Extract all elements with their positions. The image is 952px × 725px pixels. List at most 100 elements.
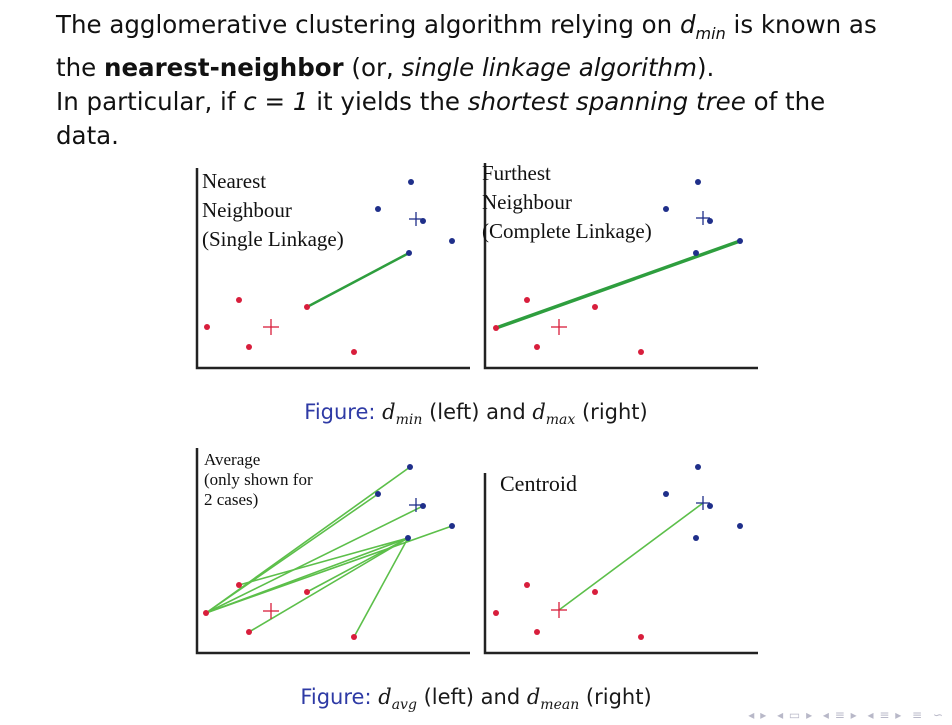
link-line (306, 537, 409, 593)
caption-math-var: d (378, 685, 392, 709)
nav-first-icon[interactable]: ◂ (748, 708, 756, 722)
red-point (203, 610, 209, 616)
panel-label-line: Neighbour (482, 190, 572, 214)
panel-axes (483, 163, 758, 370)
red-point (236, 582, 242, 588)
intro-text-run: is known as (725, 10, 877, 39)
red-point (524, 297, 530, 303)
link-line (248, 537, 409, 633)
blue-centroid-marker (696, 496, 710, 510)
link-line (353, 537, 409, 638)
red-point (638, 634, 644, 640)
caption-math-sub: avg (391, 697, 417, 714)
intro-text-run: ). (696, 52, 715, 82)
nav-prev-icon[interactable]: ▸ (760, 708, 768, 722)
caption-text: (right) (579, 685, 652, 709)
blue-point (406, 250, 412, 256)
red-point (592, 304, 598, 310)
intro-italic-term: single linkage algorithm (401, 52, 697, 82)
link-line (306, 251, 410, 309)
panel-average: Average (only shown for 2 cases) (190, 443, 475, 658)
nav-frame-icon[interactable]: ◂ ▭ ▸ (777, 708, 814, 722)
red-point (304, 304, 310, 310)
red-cluster (493, 297, 644, 355)
blue-point (375, 491, 381, 497)
panel-nearest-svg: Nearest Neighbour (Single Linkage) (195, 168, 470, 370)
caption-text: (left) and (416, 685, 527, 709)
caption-math-sub: min (395, 412, 423, 429)
panel-centroid-svg: Centroid (483, 464, 758, 655)
caption-math-var: d (526, 685, 541, 709)
red-point (534, 629, 540, 635)
red-point (534, 344, 540, 350)
red-point (493, 325, 499, 331)
nav-subsection-icon[interactable]: ◂ ≡ ▸ (867, 708, 903, 722)
red-point (246, 344, 252, 350)
panel-axes (195, 168, 470, 370)
blue-centroid-marker (409, 498, 423, 512)
panel-label-line: (only shown for (204, 470, 313, 489)
red-centroid-marker (551, 602, 567, 618)
blue-point (375, 206, 381, 212)
intro-italic-term: shortest spanning tree (467, 86, 746, 116)
red-centroid-marker (263, 603, 279, 619)
red-cluster (493, 582, 644, 640)
blue-cluster (375, 464, 455, 541)
blue-point (695, 464, 701, 470)
red-point (351, 349, 357, 355)
link-line (238, 537, 409, 586)
panel-label-line: Nearest (202, 169, 266, 193)
intro-line-3: In particular, if c = 1 it yields the sh… (56, 85, 936, 119)
blue-point (693, 250, 699, 256)
blue-point (405, 535, 411, 541)
intro-text-run: it yields the (308, 86, 468, 116)
panel-furthest-svg: Furthest Neighbour (Complete Linkage) (482, 161, 758, 370)
intro-line-4: data. (56, 119, 936, 153)
red-point (524, 582, 530, 588)
caption-text: (right) (575, 400, 648, 424)
red-cluster (204, 297, 357, 355)
intro-bold-term: nearest-neighbor (104, 52, 344, 82)
intro-text-run: The agglomerative clustering algorithm r… (56, 10, 680, 39)
blue-point (407, 464, 413, 470)
caption-text: (left) and (422, 400, 533, 424)
panel-axes (195, 448, 470, 655)
red-point (246, 629, 252, 635)
blue-point (707, 218, 713, 224)
panel-label-line: 2 cases) (204, 490, 258, 509)
panel-centroid: Centroid (478, 443, 763, 658)
red-centroid-marker (551, 319, 567, 335)
nav-section-icon[interactable]: ◂ ≡ ▸ (822, 708, 858, 722)
nav-align-icon[interactable]: ≡ (912, 708, 924, 722)
figure-caption-top: Figure: dmin (left) and dmax (right) (0, 400, 952, 428)
figure-caption-bottom: Figure: davg (left) and dmean (right) (0, 685, 952, 713)
link-line (495, 239, 741, 330)
link-line (205, 493, 379, 614)
panel-furthest: Furthest Neighbour (Complete Linkage) (478, 158, 763, 373)
panel-average-svg: Average (only shown for 2 cases) (195, 448, 470, 655)
intro-math-sub: min (695, 23, 726, 43)
intro-line-2: the nearest-neighbor (or, single linkage… (56, 51, 936, 85)
blue-cluster (663, 464, 743, 541)
blue-centroid-marker (696, 211, 710, 225)
intro-text-run: In particular, if (56, 86, 244, 116)
red-point (236, 297, 242, 303)
blue-point (737, 238, 743, 244)
caption-label: Figure: (304, 400, 376, 424)
intro-text-run: (or, (343, 52, 402, 82)
intro-text-run: the (56, 52, 104, 82)
blue-point (663, 206, 669, 212)
blue-point (449, 523, 455, 529)
panel-label-line: Average (204, 450, 260, 469)
caption-math-sub: max (545, 412, 576, 429)
blue-point (420, 503, 426, 509)
panel-label-line: Neighbour (202, 198, 292, 222)
average-links (205, 466, 453, 638)
intro-text-run: of the (745, 86, 826, 116)
blue-point (707, 503, 713, 509)
red-point (304, 589, 310, 595)
search-icon[interactable]: ∽ (932, 708, 944, 722)
link-line (205, 505, 424, 614)
blue-centroid-marker (409, 212, 423, 226)
caption-label: Figure: (300, 685, 372, 709)
